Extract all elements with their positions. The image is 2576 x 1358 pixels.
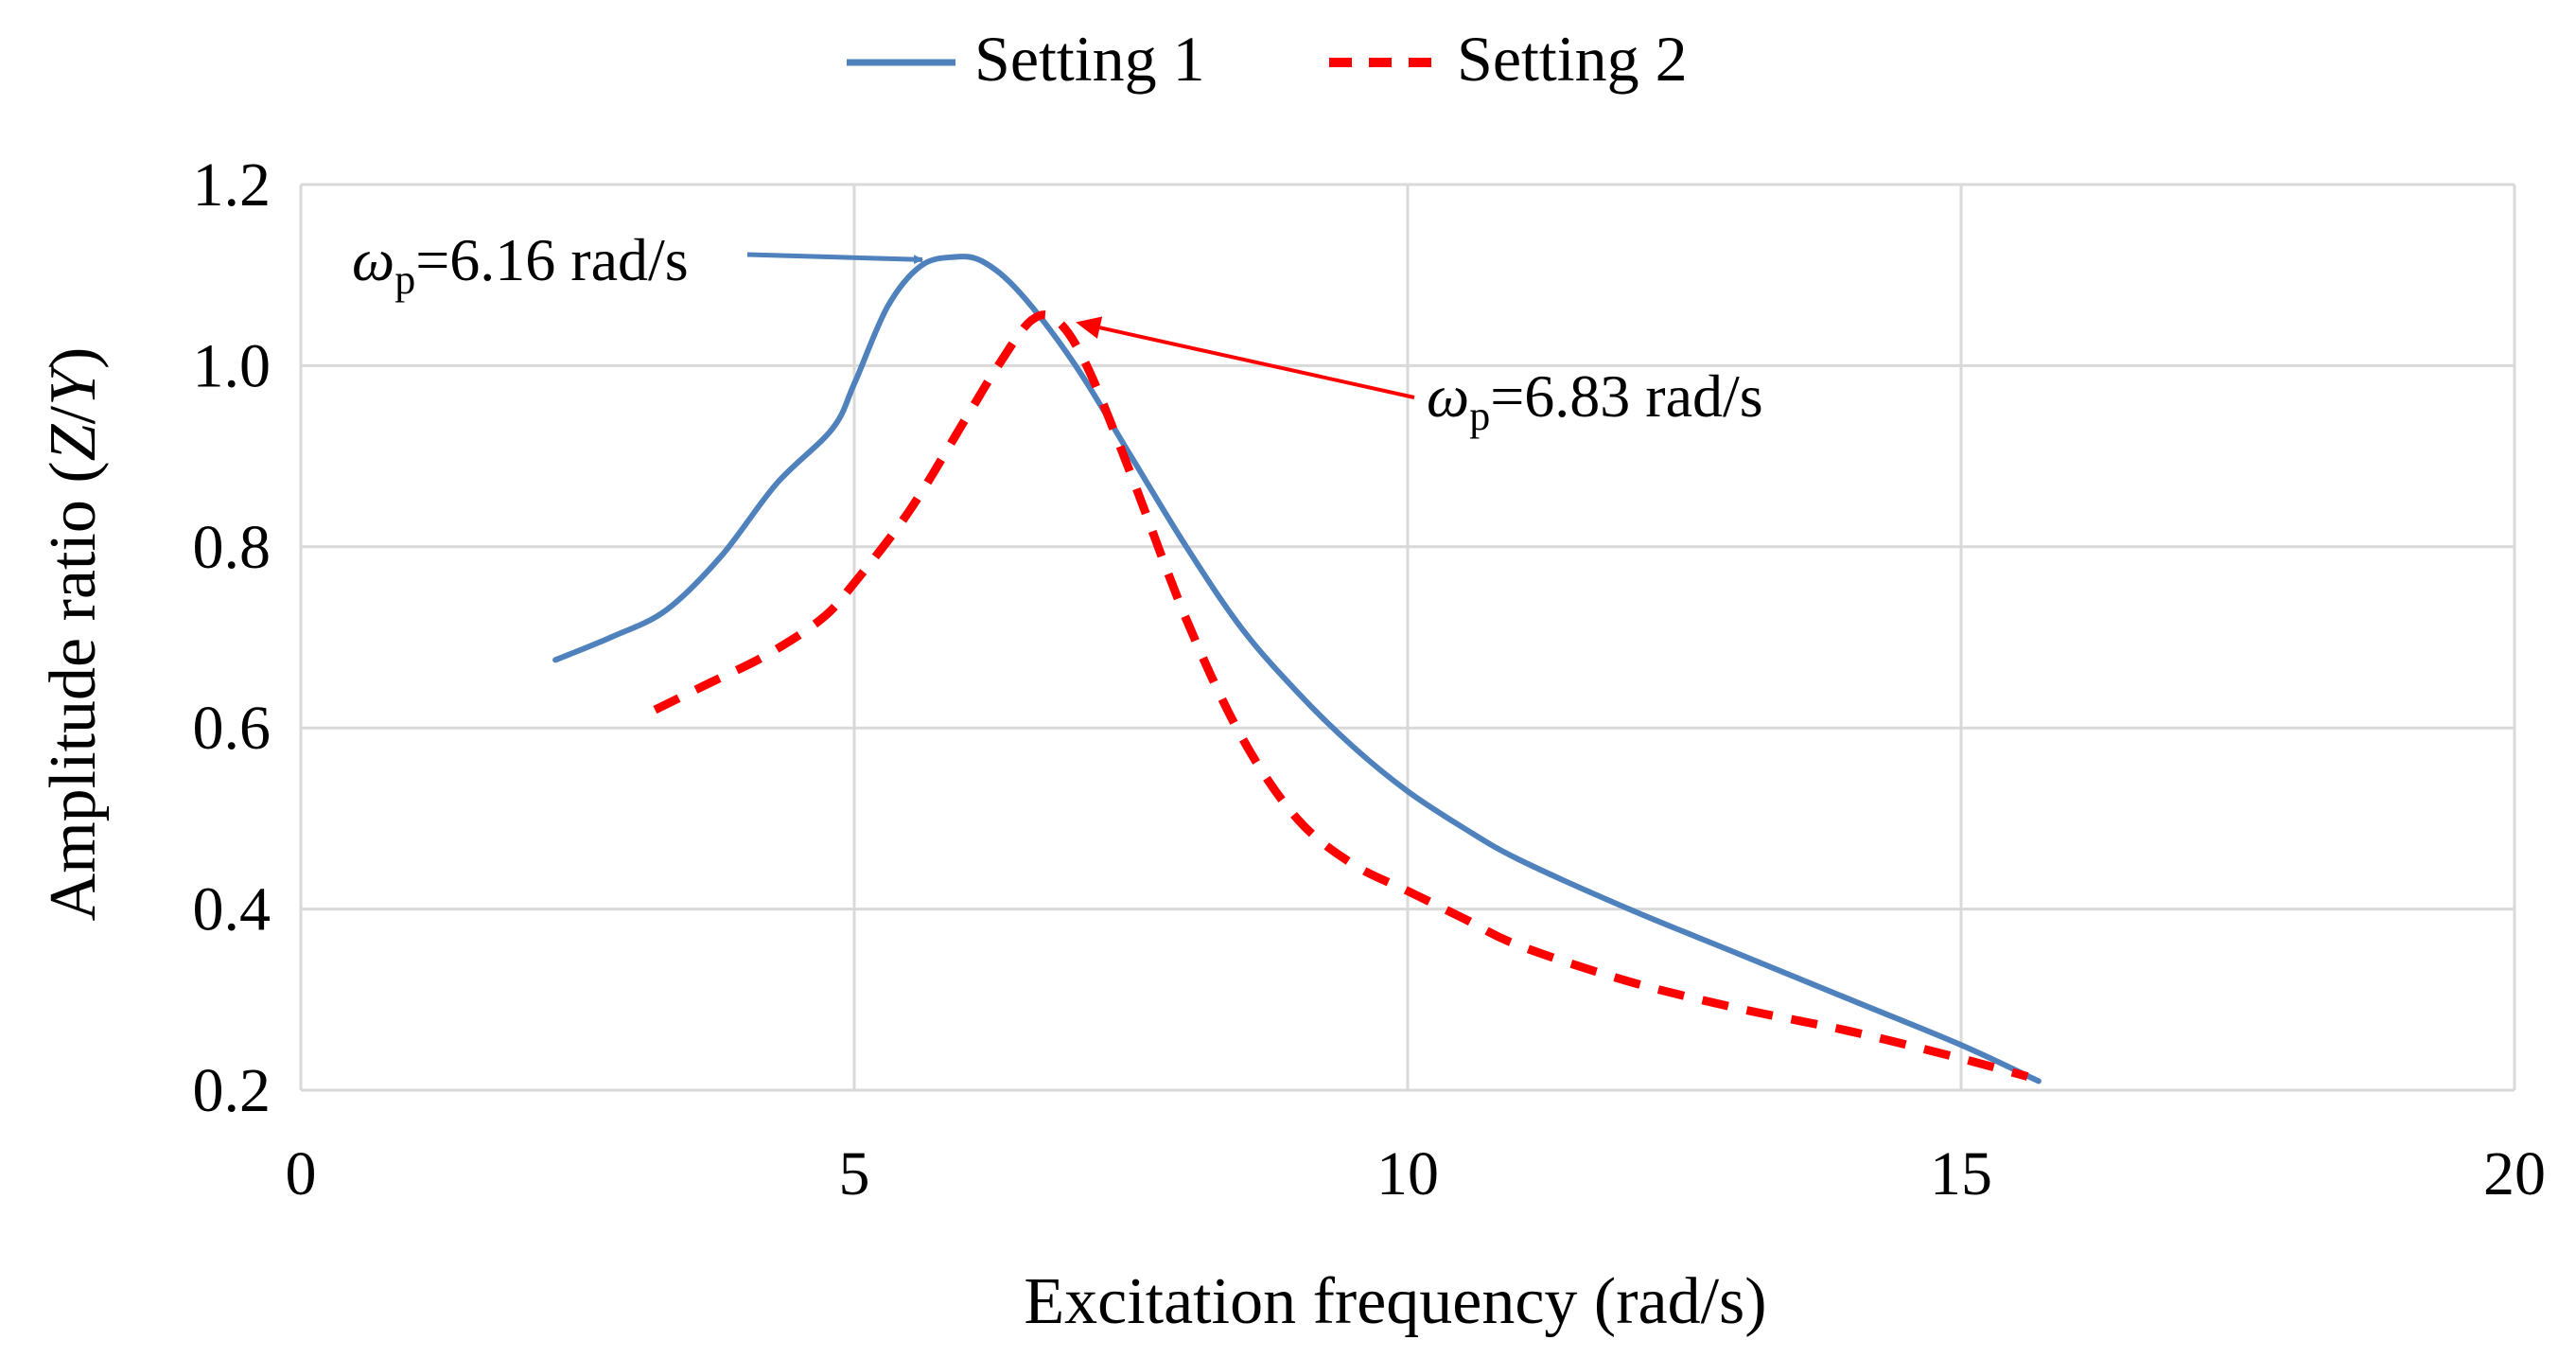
omega-symbol: ω: [352, 226, 394, 293]
omega-symbol: ω: [1427, 362, 1469, 430]
x-tick-label: 0: [286, 1139, 317, 1208]
peak-arrow-setting-2: [1099, 326, 1415, 399]
peak-annotation-setting-2: ωp=6.83 rad/s: [1076, 316, 1763, 439]
legend-label-setting-1: Setting 1: [974, 23, 1205, 95]
y-axis-title-suffix: ): [37, 347, 110, 369]
y-tick-label: 1.0: [193, 331, 272, 400]
series-layer: [552, 254, 2042, 1085]
y-axis-title-prefix: Amplitude ratio (: [37, 461, 110, 921]
peak-value-setting-1: =6.16 rad/s: [415, 226, 689, 293]
peak-annotation-setting-1: ωp=6.16 rad/s: [352, 226, 923, 303]
grid-layer: [299, 183, 2516, 1092]
y-tick-label: 1.2: [193, 150, 272, 220]
y-tick-label: 0.8: [193, 513, 272, 582]
x-axis-title: Excitation frequency (rad/s): [1024, 1265, 1766, 1338]
omega-subscript: p: [1469, 393, 1490, 439]
legend-label-setting-2: Setting 2: [1457, 23, 1688, 95]
peak-label-setting-2: ωp=6.83 rad/s: [1427, 362, 1763, 439]
x-tick-label: 5: [839, 1139, 870, 1208]
y-axis-title-slash: /: [37, 405, 110, 424]
x-tick-label: 15: [1930, 1139, 1992, 1208]
y-axis-title: Amplitude ratio (Z/Y): [37, 347, 110, 922]
series-line-setting-2: [653, 310, 2029, 1081]
peak-arrowhead-setting-2: [1076, 316, 1103, 339]
peak-value-setting-2: =6.83 rad/s: [1490, 362, 1763, 430]
series-line-setting-1: [552, 254, 2042, 1085]
y-tick-label: 0.2: [193, 1056, 272, 1125]
y-tick-label: 0.6: [193, 694, 272, 763]
peak-arrow-setting-1: [746, 252, 923, 265]
peak-label-setting-1: ωp=6.16 rad/s: [352, 226, 689, 303]
x-tick-label: 20: [2483, 1139, 2546, 1208]
omega-subscript: p: [394, 256, 415, 303]
y-tick-label: 0.4: [193, 875, 272, 944]
x-tick-label: 10: [1376, 1139, 1439, 1208]
y-axis-title-numerator: Z: [37, 423, 110, 461]
axis-layer: 0.2 0.4 0.6 0.8 1.0 1.2 0 5 10 15 20: [193, 150, 2547, 1208]
y-axis-title-denominator: Y: [37, 362, 110, 406]
legend: Setting 1 Setting 2: [847, 23, 1688, 95]
